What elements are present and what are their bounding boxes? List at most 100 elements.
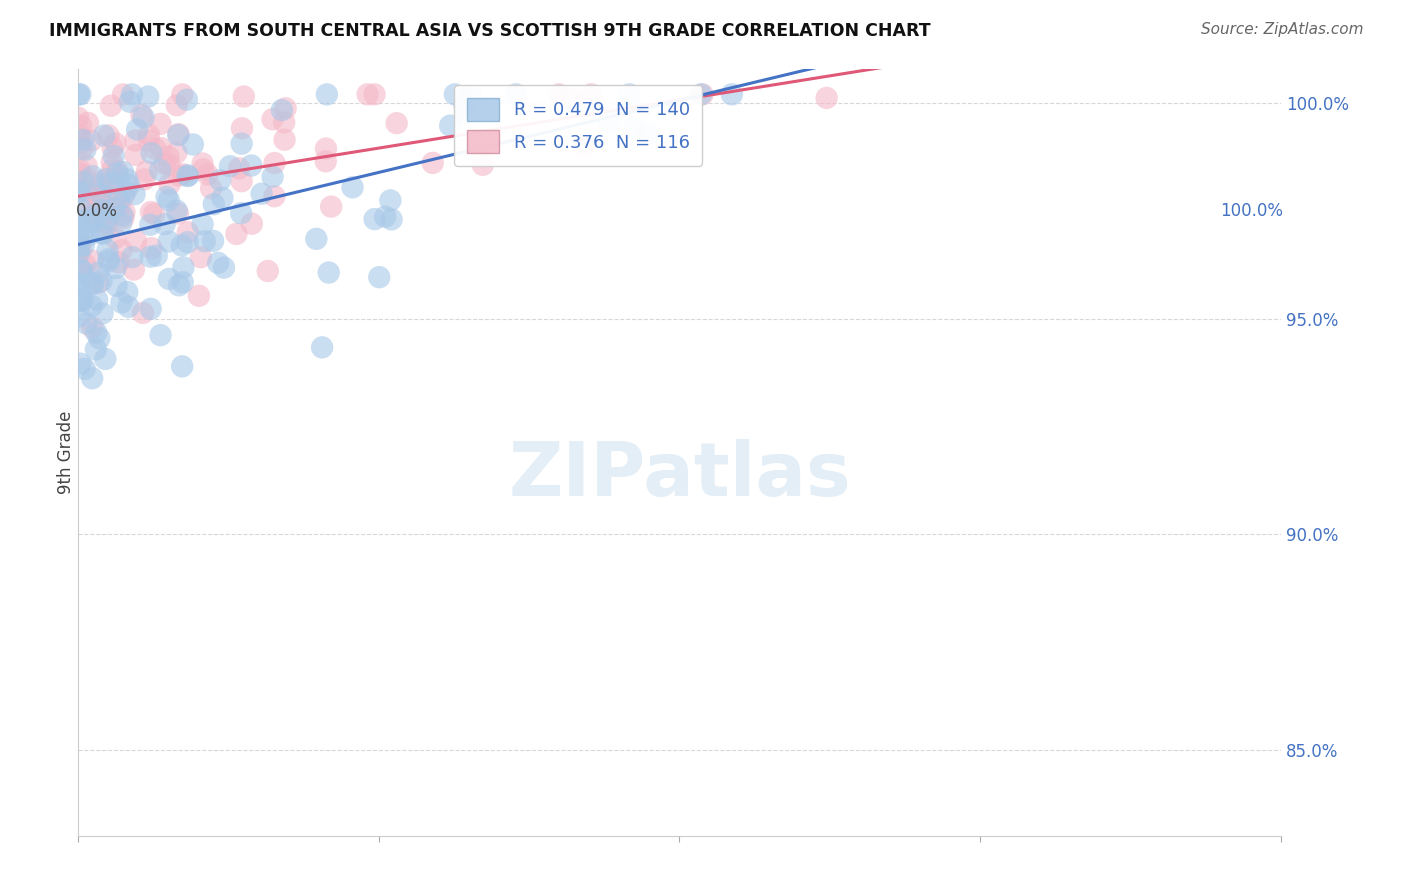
Y-axis label: 9th Grade: 9th Grade bbox=[58, 410, 75, 494]
Point bbox=[87, 178, 110, 192]
Point bbox=[363, 87, 385, 102]
Point bbox=[132, 111, 155, 125]
Point bbox=[79, 211, 101, 225]
Point bbox=[342, 180, 364, 194]
Point bbox=[197, 168, 219, 182]
Point bbox=[69, 87, 91, 102]
Point bbox=[76, 159, 98, 173]
Point bbox=[454, 106, 477, 120]
Point bbox=[121, 87, 143, 102]
Text: 100.0%: 100.0% bbox=[1220, 202, 1284, 220]
Point bbox=[166, 98, 188, 112]
Point bbox=[110, 295, 132, 310]
Point bbox=[86, 293, 108, 307]
Point bbox=[100, 155, 122, 169]
Point bbox=[157, 272, 180, 286]
Point bbox=[103, 183, 125, 197]
Point bbox=[103, 149, 125, 163]
Point bbox=[75, 173, 97, 187]
Point bbox=[73, 361, 96, 376]
Point bbox=[84, 343, 107, 357]
Point bbox=[256, 264, 278, 278]
Point bbox=[315, 154, 337, 169]
Point bbox=[90, 187, 112, 202]
Point bbox=[139, 250, 162, 264]
Point bbox=[127, 122, 149, 136]
Point bbox=[138, 134, 160, 148]
Point bbox=[67, 218, 90, 232]
Point bbox=[97, 128, 120, 143]
Text: ZIPatlas: ZIPatlas bbox=[508, 439, 851, 512]
Point bbox=[176, 93, 198, 107]
Point bbox=[121, 250, 143, 264]
Point bbox=[79, 183, 101, 197]
Point bbox=[75, 143, 97, 157]
Point bbox=[118, 95, 141, 109]
Point bbox=[139, 205, 162, 219]
Point bbox=[82, 371, 104, 385]
Point bbox=[380, 194, 402, 208]
Point bbox=[561, 93, 583, 107]
Point bbox=[111, 244, 134, 258]
Point bbox=[191, 217, 214, 231]
Point bbox=[69, 186, 91, 201]
Point bbox=[101, 163, 124, 178]
Point bbox=[188, 289, 211, 303]
Point bbox=[82, 277, 104, 291]
Point bbox=[167, 278, 190, 293]
Point bbox=[166, 145, 188, 160]
Point bbox=[177, 225, 200, 239]
Point bbox=[87, 276, 110, 290]
Point bbox=[73, 238, 96, 252]
Point bbox=[167, 127, 190, 141]
Point bbox=[225, 227, 247, 241]
Point bbox=[87, 198, 110, 212]
Point bbox=[177, 169, 200, 183]
Point bbox=[460, 89, 482, 103]
Point bbox=[96, 219, 118, 234]
Point bbox=[79, 214, 101, 228]
Point bbox=[87, 266, 110, 280]
Point bbox=[97, 252, 120, 266]
Point bbox=[82, 277, 104, 291]
Point bbox=[94, 211, 117, 226]
Point bbox=[368, 270, 391, 285]
Point bbox=[69, 243, 91, 257]
Point bbox=[311, 340, 333, 354]
Point bbox=[90, 203, 112, 218]
Point bbox=[75, 257, 97, 271]
Point bbox=[115, 172, 138, 186]
Point bbox=[157, 150, 180, 164]
Point bbox=[67, 257, 90, 271]
Point bbox=[273, 133, 295, 147]
Point bbox=[111, 87, 134, 102]
Point bbox=[66, 184, 89, 198]
Point bbox=[177, 169, 200, 183]
Point bbox=[93, 198, 115, 212]
Point bbox=[97, 203, 120, 218]
Point bbox=[107, 255, 129, 269]
Point bbox=[82, 254, 104, 268]
Point bbox=[98, 179, 121, 194]
Point bbox=[200, 181, 222, 195]
Point bbox=[132, 306, 155, 320]
Point bbox=[114, 205, 136, 219]
Point bbox=[69, 137, 91, 152]
Point bbox=[97, 254, 120, 268]
Point bbox=[172, 260, 194, 275]
Point bbox=[111, 165, 134, 179]
Point bbox=[202, 234, 225, 248]
Point bbox=[70, 119, 93, 133]
Point bbox=[274, 101, 297, 115]
Point bbox=[75, 317, 97, 331]
Point bbox=[114, 184, 136, 198]
Point bbox=[136, 89, 159, 103]
Point bbox=[89, 331, 111, 345]
Point bbox=[105, 163, 128, 178]
Point bbox=[316, 87, 339, 102]
Point bbox=[69, 128, 91, 143]
Point bbox=[228, 161, 250, 176]
Point bbox=[149, 163, 172, 178]
Text: 0.0%: 0.0% bbox=[76, 202, 118, 220]
Point bbox=[66, 186, 89, 200]
